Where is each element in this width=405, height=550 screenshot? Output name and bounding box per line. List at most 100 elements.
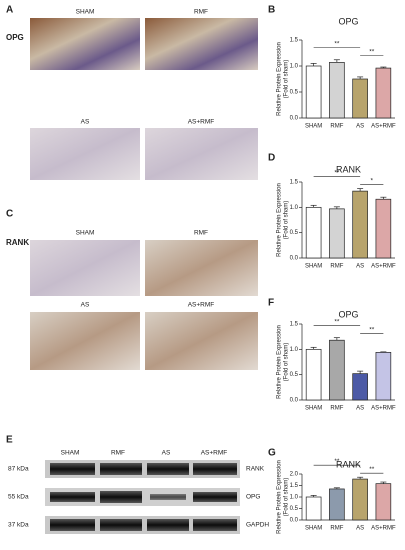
band [147,463,189,475]
micrograph [30,240,140,296]
panel-letter: F [268,298,274,309]
y-axis-label: (Fold of sham) [284,343,290,382]
bar [329,62,345,119]
significance-label: ** [369,466,375,473]
row-label: OPG [6,33,24,42]
panel-letter: A [6,5,13,16]
y-axis-label: Relative Protein Expression [277,460,283,534]
bar [305,496,322,521]
lane-label: AS [162,450,171,457]
x-tick-label: SHAM [305,264,322,270]
x-tick-label: AS [356,124,364,130]
bar [375,352,392,401]
y-axis-label: (Fold of sham) [284,60,290,99]
bar [352,78,368,119]
x-tick-label: AS+RMF [371,124,396,130]
western-blot [45,460,240,534]
bar [352,478,368,521]
chart-title: OPG [338,16,358,26]
significance-label: ** [369,326,375,333]
micrograph [30,128,140,180]
lane-label: AS+RMF [201,450,228,457]
y-tick-label: 1.5 [290,322,299,328]
y-tick-label: 0.0 [290,398,299,404]
bar [352,373,368,401]
bar [329,208,345,259]
band [100,491,142,503]
y-tick-label: 0.0 [290,116,299,122]
band [193,492,237,502]
chart-title: RANK [336,164,361,174]
bar [329,488,345,521]
significance-label: ** [334,169,340,176]
bar [375,67,392,119]
bar [305,65,322,119]
band [150,494,186,500]
y-tick-label: 0.0 [290,256,299,262]
micrograph [30,312,140,370]
y-tick-label: 0.5 [290,372,299,378]
lane-label: SHAM [61,450,80,457]
y-tick-label: 0.5 [290,230,299,236]
panel-letter: E [6,435,13,446]
x-tick-label: RMF [330,406,343,412]
bar [305,206,322,259]
x-tick-label: SHAM [305,124,322,130]
x-tick-label: RMF [330,526,343,532]
image-label: AS+RMF [188,302,215,309]
micrograph [145,18,258,70]
y-tick-label: 1.5 [290,38,299,44]
chart-title: OPG [338,309,358,319]
y-tick-label: 1.0 [290,495,299,501]
band [50,492,95,502]
image-label: SHAM [76,230,95,237]
band [193,463,237,475]
x-tick-label: AS+RMF [371,264,396,270]
y-axis-label: Relative Protein Expression [277,183,283,257]
micrograph [30,18,140,70]
y-axis-label: (Fold of sham) [284,478,290,517]
band [100,519,142,531]
panel-letter: G [268,448,276,459]
row-label: RANK [6,238,29,247]
protein-label: GAPDH [246,522,269,529]
lane-label: RMF [111,450,125,457]
y-tick-label: 0.5 [290,506,299,512]
image-label: RMF [194,230,208,237]
x-tick-label: AS [356,526,364,532]
y-tick-label: 1.5 [290,483,299,489]
micrograph [145,312,258,370]
image-label: AS [81,119,90,126]
x-tick-label: AS+RMF [371,526,396,532]
panel-letter: D [268,153,275,164]
chart-title: RANK [336,459,361,469]
y-tick-label: 2.0 [290,472,299,478]
x-tick-label: AS [356,406,364,412]
y-tick-label: 1.0 [290,205,299,211]
bar [375,483,392,521]
micrograph [145,128,258,180]
y-axis-label: Relative Protein Expression [277,42,283,116]
band [50,463,95,475]
significance-label: ** [334,318,340,325]
significance-label: * [370,177,373,184]
significance-label: ** [334,458,340,465]
marker-label: 87 kDa [8,466,29,473]
image-label: AS+RMF [188,119,215,126]
x-tick-label: AS+RMF [371,406,396,412]
protein-label: RANK [246,466,265,473]
x-tick-label: SHAM [305,406,322,412]
x-tick-label: RMF [330,124,343,130]
protein-label: OPG [246,494,260,501]
y-axis-label: Relative Protein Expression [277,325,283,399]
bar [305,348,322,401]
marker-label: 55 kDa [8,494,29,501]
y-tick-label: 0.5 [290,90,299,96]
y-tick-label: 1.0 [290,347,299,353]
micrograph [145,240,258,296]
y-tick-label: 1.5 [290,180,299,186]
marker-label: 37 kDa [8,522,29,529]
band [50,519,95,531]
image-label: RMF [194,9,208,16]
